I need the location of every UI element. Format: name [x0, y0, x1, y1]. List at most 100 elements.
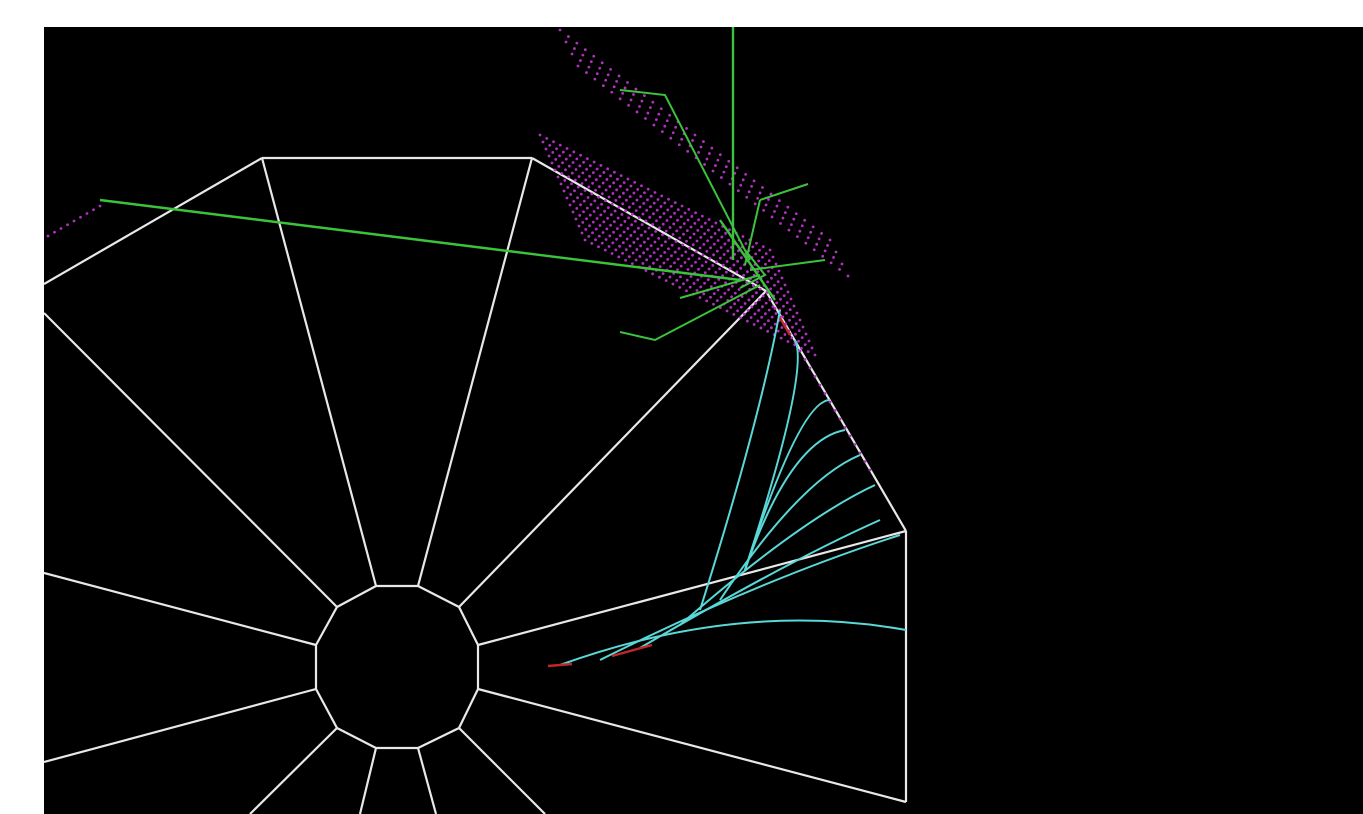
hit-dot	[673, 250, 677, 254]
hit-dot	[575, 157, 579, 161]
hit-dot	[758, 191, 762, 195]
hit-dot	[610, 202, 614, 206]
hit-dot	[668, 275, 672, 279]
hit-dot	[739, 316, 742, 320]
hit-dot	[582, 199, 586, 203]
hit-dot	[633, 230, 637, 234]
hit-dot	[782, 304, 785, 308]
hit-dot	[770, 315, 774, 319]
hit-dot	[665, 119, 669, 123]
hit-dot	[541, 140, 545, 144]
hit-dot	[596, 206, 600, 210]
hit-dot	[761, 186, 764, 189]
hit-dot	[651, 222, 655, 226]
hit-dot	[631, 212, 634, 216]
hit-dot	[578, 213, 582, 217]
hit-dot	[658, 275, 661, 279]
hit-dot	[580, 231, 584, 235]
hit-dot	[747, 298, 751, 302]
hit-dot	[777, 199, 781, 203]
hit-dot	[655, 258, 659, 261]
hit-dot	[680, 254, 684, 257]
hit-dot	[614, 199, 618, 202]
hit-dot	[587, 234, 591, 238]
hit-dot	[724, 165, 728, 169]
hit-dot	[637, 226, 640, 230]
hit-dot	[786, 205, 790, 209]
hit-dot	[717, 278, 721, 281]
hit-dot	[785, 301, 789, 305]
hit-dot	[718, 256, 722, 260]
hit-dot	[622, 181, 626, 184]
hit-dot	[686, 149, 690, 153]
hit-dot	[561, 150, 565, 154]
hit-dot	[715, 299, 719, 303]
hit-dot	[629, 234, 633, 237]
hit-dot	[569, 192, 573, 196]
hit-dot	[562, 189, 566, 193]
hit-dot	[806, 236, 810, 240]
hit-dot	[632, 241, 636, 244]
hit-dot	[550, 161, 554, 165]
hit-dot	[670, 243, 674, 247]
hit-dot	[775, 204, 779, 208]
hit-dot	[652, 212, 655, 216]
hit-dot	[552, 140, 555, 144]
hit-dot	[685, 239, 688, 243]
hit-dot	[706, 278, 710, 282]
hit-dot	[813, 375, 817, 378]
hit-dot	[740, 256, 743, 260]
hit-dot	[721, 274, 724, 278]
hit-dot	[737, 249, 740, 253]
hit-dot	[774, 312, 778, 315]
hit-dot	[619, 174, 623, 177]
hit-dot	[640, 223, 644, 226]
hit-dot	[636, 237, 640, 241]
hit-dot	[629, 184, 633, 188]
hit-dot	[773, 283, 776, 287]
hit-dot	[790, 336, 794, 340]
hit-dot	[601, 231, 605, 234]
hit-dot	[803, 358, 807, 361]
hit-dot	[755, 291, 758, 295]
hit-dot	[694, 211, 697, 215]
hit-dot	[730, 284, 734, 288]
hit-dot	[767, 198, 770, 201]
hit-dot	[613, 209, 617, 213]
hit-dot	[615, 227, 619, 231]
hit-dot	[579, 59, 582, 62]
hit-dot	[564, 157, 568, 161]
hit-dot	[575, 41, 579, 45]
hit-dot	[584, 227, 588, 231]
hit-dot	[582, 160, 585, 164]
curl-track	[559, 619, 907, 666]
hit-dot	[720, 235, 724, 239]
hit-dot	[714, 221, 718, 225]
hit-dot	[659, 107, 663, 111]
hit-dot	[576, 196, 579, 200]
hit-dot	[688, 246, 691, 250]
spoke	[477, 529, 907, 647]
hit-dot	[639, 244, 643, 248]
hit-dot	[641, 262, 645, 265]
hit-dot	[773, 210, 776, 213]
hit-dot	[763, 322, 767, 326]
hit-dot	[630, 223, 634, 227]
hit-dot	[623, 220, 627, 223]
hit-dot	[815, 242, 819, 246]
hit-dot	[661, 222, 665, 226]
hit-dot	[684, 250, 688, 254]
hit-dot	[766, 280, 770, 284]
hit-dot	[624, 209, 628, 213]
hit-dot	[585, 157, 589, 161]
hit-dot	[764, 203, 768, 207]
hit-dot	[634, 87, 638, 91]
hit-dot	[700, 225, 703, 229]
hit-dot	[658, 265, 662, 268]
spoke	[249, 727, 338, 814]
hit-dot	[685, 278, 689, 282]
hit-dot	[783, 283, 787, 287]
hit-dot	[752, 323, 756, 326]
hit-dot	[617, 74, 621, 78]
hit-dot	[697, 267, 700, 271]
